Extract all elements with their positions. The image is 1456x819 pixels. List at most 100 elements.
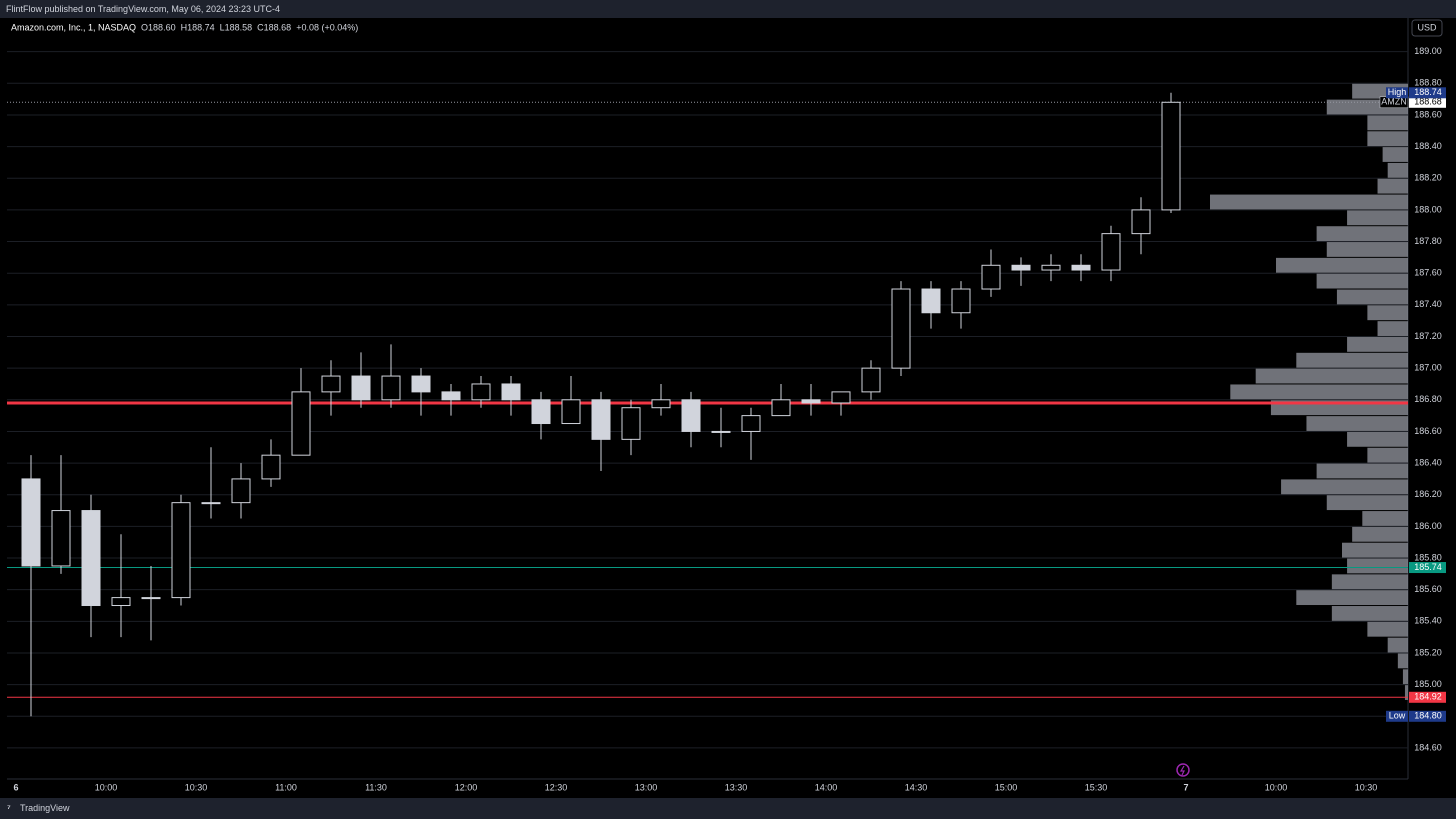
y-tick-label: 186.60	[1414, 426, 1442, 436]
x-tick-label: 14:30	[905, 782, 928, 792]
extreme-name-tag	[1386, 710, 1408, 722]
candle-body	[471, 383, 491, 401]
extreme-name: High	[1388, 87, 1407, 97]
extreme-tag	[1409, 87, 1446, 99]
candle-body	[741, 415, 761, 432]
legend-item: O188.60	[141, 22, 176, 32]
y-tick-label: 188.00	[1414, 204, 1442, 214]
x-tick-label: 10:30	[1355, 782, 1378, 792]
publisher: FlintFlow published on TradingView.com, …	[6, 4, 280, 14]
x-tick-label: 12:30	[545, 782, 568, 792]
y-tick-label: 188.40	[1414, 141, 1442, 151]
y-tick-label: 186.00	[1414, 521, 1442, 531]
publish-bar: FlintFlow published on TradingView.com, …	[0, 0, 1456, 18]
x-tick-label: 10:00	[95, 782, 118, 792]
chart: USD 184.60 184.80 185.00 185.20 185.40 185.60…	[0, 18, 1456, 798]
level-tag	[1409, 96, 1446, 108]
x-tick-label: 15:30	[1085, 782, 1108, 792]
y-tick-label: 188.60	[1414, 109, 1442, 119]
volume-profile-bar	[1347, 210, 1408, 226]
x-tick-label: 6	[13, 782, 18, 792]
candle-body	[891, 288, 911, 369]
x-tick-label: 11:30	[365, 782, 387, 792]
level-tag-label: 184.92	[1414, 692, 1442, 702]
extreme-name-tag	[1386, 87, 1408, 99]
y-tick-label: 187.80	[1414, 236, 1442, 246]
level-tag-label: 188.68	[1414, 97, 1442, 107]
currency-button[interactable]	[1411, 19, 1443, 37]
candle-body	[1011, 264, 1031, 271]
volume-profile-bar	[1342, 542, 1408, 558]
y-tick-label: 187.00	[1414, 363, 1442, 373]
y-tick-label: 185.40	[1414, 616, 1442, 626]
level-tag	[1409, 691, 1446, 703]
currency: USD	[1417, 22, 1437, 32]
y-tick-label: 186.40	[1414, 457, 1442, 467]
candle-body	[711, 430, 731, 433]
volume-profile-bar	[1377, 321, 1408, 336]
candle-body	[1071, 264, 1091, 271]
volume-profile-bar	[1347, 558, 1408, 574]
candle-body	[81, 510, 101, 607]
candle-body	[381, 375, 401, 401]
candle-body	[291, 391, 311, 456]
level-tag	[1409, 562, 1446, 574]
candle-body	[501, 383, 521, 401]
candle-body	[531, 399, 551, 425]
x-tick-label: 13:00	[635, 782, 658, 792]
volume-profile-bar	[1255, 368, 1408, 384]
x-tick-label: 7	[1183, 782, 1188, 792]
event-icon[interactable]	[1176, 763, 1190, 777]
y-tick-label: 185.80	[1414, 552, 1442, 562]
x-tick-label: 11:00	[275, 782, 297, 792]
volume-profile-bar	[1387, 162, 1408, 178]
level-name: AMZN	[1381, 97, 1407, 107]
event-bolt	[1179, 765, 1185, 776]
candle-body	[921, 288, 941, 314]
volume-profile-bar	[1382, 147, 1408, 162]
legend-item: C188.68	[257, 22, 291, 32]
candle-body	[1161, 101, 1181, 211]
legend-item: L188.58	[220, 22, 253, 32]
candle-body	[801, 399, 821, 404]
x-tick-label: 10:00	[1265, 782, 1288, 792]
level-tag-label: 185.74	[1414, 562, 1442, 572]
candle-body	[141, 597, 161, 600]
volume-profile-bar	[1397, 653, 1408, 669]
candle-body	[951, 288, 971, 314]
candle-body	[111, 597, 131, 607]
candle-body	[201, 502, 221, 505]
volume-profile-bar	[1377, 178, 1408, 194]
brand: TradingView	[20, 803, 70, 813]
volume-profile-bar	[1336, 289, 1408, 305]
candle-body	[861, 367, 881, 393]
y-tick-label: 184.60	[1414, 742, 1442, 752]
candle-body	[621, 407, 641, 440]
x-tick-label: 15:00	[995, 782, 1018, 792]
volume-profile-bar	[1404, 685, 1408, 700]
candle-body	[681, 399, 701, 432]
y-tick-label: 185.00	[1414, 679, 1442, 689]
chart-bg	[0, 18, 1456, 798]
candle-body	[321, 375, 341, 393]
x-tick-label: 12:00	[455, 782, 478, 792]
volume-profile-bar	[1296, 352, 1408, 368]
candle-body	[411, 375, 431, 393]
y-tick-label: 185.20	[1414, 647, 1442, 657]
y-tick-label: 186.20	[1414, 489, 1442, 499]
volume-profile-bar	[1276, 257, 1408, 273]
candle-body	[51, 510, 71, 567]
volume-profile-bar	[1326, 495, 1408, 511]
candle-body	[561, 399, 581, 425]
candle-body	[1131, 209, 1151, 235]
volume-profile-bar	[1367, 621, 1408, 637]
candle-body	[831, 391, 851, 404]
volume-profile-bar	[1402, 669, 1408, 685]
candle-body	[441, 391, 461, 401]
x-tick-label: 13:30	[725, 782, 748, 792]
candle-body	[981, 264, 1001, 290]
volume-profile-bar	[1331, 606, 1408, 621]
volume-profile-bar	[1210, 194, 1408, 210]
candle-body	[1101, 233, 1121, 271]
volume-profile-bar	[1347, 336, 1408, 352]
